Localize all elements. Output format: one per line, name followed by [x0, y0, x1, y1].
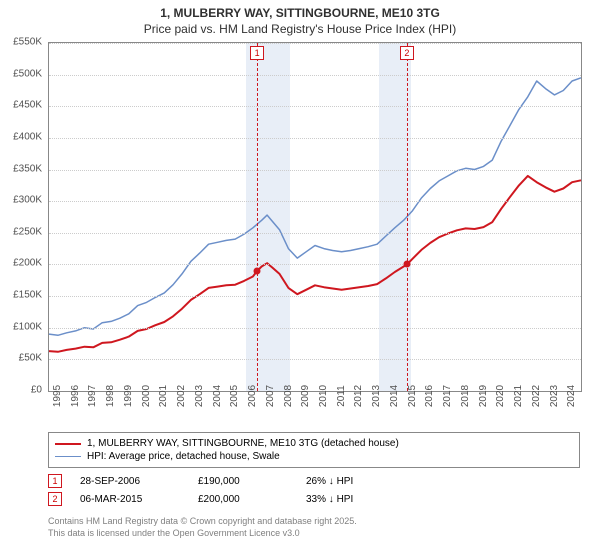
x-tick-label: 2021: [513, 385, 524, 407]
x-tick-label: 2020: [495, 385, 506, 407]
legend-label: 1, MULBERRY WAY, SITTINGBOURNE, ME10 3TG…: [87, 438, 399, 449]
x-tick-label: 1996: [70, 385, 81, 407]
legend-item: 1, MULBERRY WAY, SITTINGBOURNE, ME10 3TG…: [55, 437, 573, 450]
x-tick-label: 2009: [300, 385, 311, 407]
y-tick-label: £550K: [0, 37, 42, 48]
x-tick-label: 2007: [265, 385, 276, 407]
transaction-diff: 26% ↓ HPI: [306, 476, 353, 487]
transaction-marker: 2: [48, 492, 62, 506]
titles: 1, MULBERRY WAY, SITTINGBOURNE, ME10 3TG…: [0, 0, 600, 36]
legend-swatch: [55, 456, 81, 457]
x-tick-label: 2017: [442, 385, 453, 407]
transaction-marker: 1: [48, 474, 62, 488]
y-tick-label: £0: [0, 385, 42, 396]
x-tick-label: 2016: [424, 385, 435, 407]
x-tick-label: 1998: [105, 385, 116, 407]
y-tick-label: £450K: [0, 100, 42, 111]
x-axis-labels: 1995199619971998199920002001200220032004…: [48, 394, 580, 428]
transaction-diff: 33% ↓ HPI: [306, 494, 353, 505]
sale-point: [403, 261, 410, 268]
x-tick-label: 2022: [531, 385, 542, 407]
x-tick-label: 1999: [123, 385, 134, 407]
y-tick-label: £150K: [0, 290, 42, 301]
y-tick-label: £250K: [0, 226, 42, 237]
x-tick-label: 2001: [158, 385, 169, 407]
subtitle: Price paid vs. HM Land Registry's House …: [0, 22, 600, 36]
x-tick-label: 2024: [566, 385, 577, 407]
x-tick-label: 2014: [389, 385, 400, 407]
series-svg: [49, 43, 581, 391]
y-tick-label: £300K: [0, 195, 42, 206]
x-tick-label: 2006: [247, 385, 258, 407]
footer: Contains HM Land Registry data © Crown c…: [48, 516, 580, 539]
x-tick-label: 2000: [141, 385, 152, 407]
chart-container: 1, MULBERRY WAY, SITTINGBOURNE, ME10 3TG…: [0, 0, 600, 560]
y-tick-label: £350K: [0, 163, 42, 174]
x-tick-label: 2003: [194, 385, 205, 407]
event-marker: 2: [400, 46, 414, 60]
x-tick-label: 2019: [478, 385, 489, 407]
x-tick-label: 2004: [212, 385, 223, 407]
transaction-date: 28-SEP-2006: [80, 476, 180, 487]
legend-swatch: [55, 443, 81, 445]
plot-area: 12: [48, 42, 582, 392]
transaction-row: 1 28-SEP-2006 £190,000 26% ↓ HPI: [48, 472, 580, 490]
title: 1, MULBERRY WAY, SITTINGBOURNE, ME10 3TG: [0, 6, 600, 20]
y-tick-label: £400K: [0, 131, 42, 142]
x-tick-label: 2013: [371, 385, 382, 407]
x-tick-label: 2010: [318, 385, 329, 407]
sale-point: [254, 267, 261, 274]
y-tick-label: £500K: [0, 68, 42, 79]
x-tick-label: 2018: [460, 385, 471, 407]
legend-item: HPI: Average price, detached house, Swal…: [55, 450, 573, 463]
x-tick-label: 1997: [87, 385, 98, 407]
transactions-table: 1 28-SEP-2006 £190,000 26% ↓ HPI 2 06-MAR-201…: [48, 472, 580, 508]
y-tick-label: £50K: [0, 353, 42, 364]
x-tick-label: 2002: [176, 385, 187, 407]
legend-label: HPI: Average price, detached house, Swal…: [87, 451, 280, 462]
x-tick-label: 2012: [353, 385, 364, 407]
x-tick-label: 2011: [336, 385, 347, 407]
x-tick-label: 1995: [52, 385, 63, 407]
x-tick-label: 2023: [549, 385, 560, 407]
x-tick-label: 2005: [229, 385, 240, 407]
x-tick-label: 2015: [407, 385, 418, 407]
transaction-price: £190,000: [198, 476, 288, 487]
x-tick-label: 2008: [283, 385, 294, 407]
event-marker: 1: [250, 46, 264, 60]
footer-line-2: This data is licensed under the Open Gov…: [48, 528, 580, 540]
footer-line-1: Contains HM Land Registry data © Crown c…: [48, 516, 580, 528]
y-tick-label: £100K: [0, 321, 42, 332]
transaction-date: 06-MAR-2015: [80, 494, 180, 505]
transaction-row: 2 06-MAR-2015 £200,000 33% ↓ HPI: [48, 490, 580, 508]
transaction-price: £200,000: [198, 494, 288, 505]
y-tick-label: £200K: [0, 258, 42, 269]
legend: 1, MULBERRY WAY, SITTINGBOURNE, ME10 3TG…: [48, 432, 580, 468]
